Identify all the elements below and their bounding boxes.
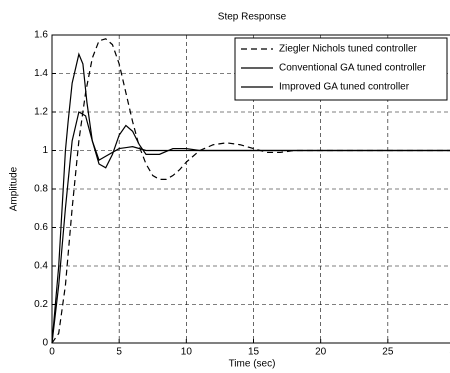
y-tick-label: 0.6 bbox=[34, 222, 48, 233]
y-tick-label: 1.4 bbox=[34, 68, 48, 79]
legend-label: Improved GA tuned controller bbox=[279, 82, 410, 93]
legend-label: Conventional GA tuned controller bbox=[279, 63, 426, 74]
y-tick-label: 0.8 bbox=[34, 184, 48, 195]
y-tick-label: 1.6 bbox=[34, 30, 48, 41]
y-tick-label: 1.2 bbox=[34, 107, 48, 118]
legend-label: Ziegler Nichols tuned controller bbox=[279, 44, 418, 55]
y-tick-label: 1 bbox=[42, 145, 48, 156]
x-tick-label: 15 bbox=[248, 347, 260, 358]
x-tick-label: 25 bbox=[382, 347, 394, 358]
chart-title: Step Response bbox=[218, 12, 287, 23]
x-tick-label: 5 bbox=[116, 347, 122, 358]
y-axis-label: Amplitude bbox=[9, 166, 20, 211]
series-line bbox=[51, 52, 450, 344]
series-line bbox=[51, 38, 450, 344]
x-tick-label: 20 bbox=[315, 347, 327, 358]
y-tick-label: 0.2 bbox=[34, 299, 48, 310]
y-tick-label: 0.4 bbox=[34, 261, 48, 272]
x-tick-label: 0 bbox=[49, 347, 55, 358]
x-tick-label: 10 bbox=[181, 347, 193, 358]
series-line bbox=[51, 111, 450, 344]
x-axis-label: Time (sec) bbox=[229, 359, 276, 370]
y-tick-label: 0 bbox=[42, 338, 48, 349]
legend-box bbox=[234, 37, 448, 101]
